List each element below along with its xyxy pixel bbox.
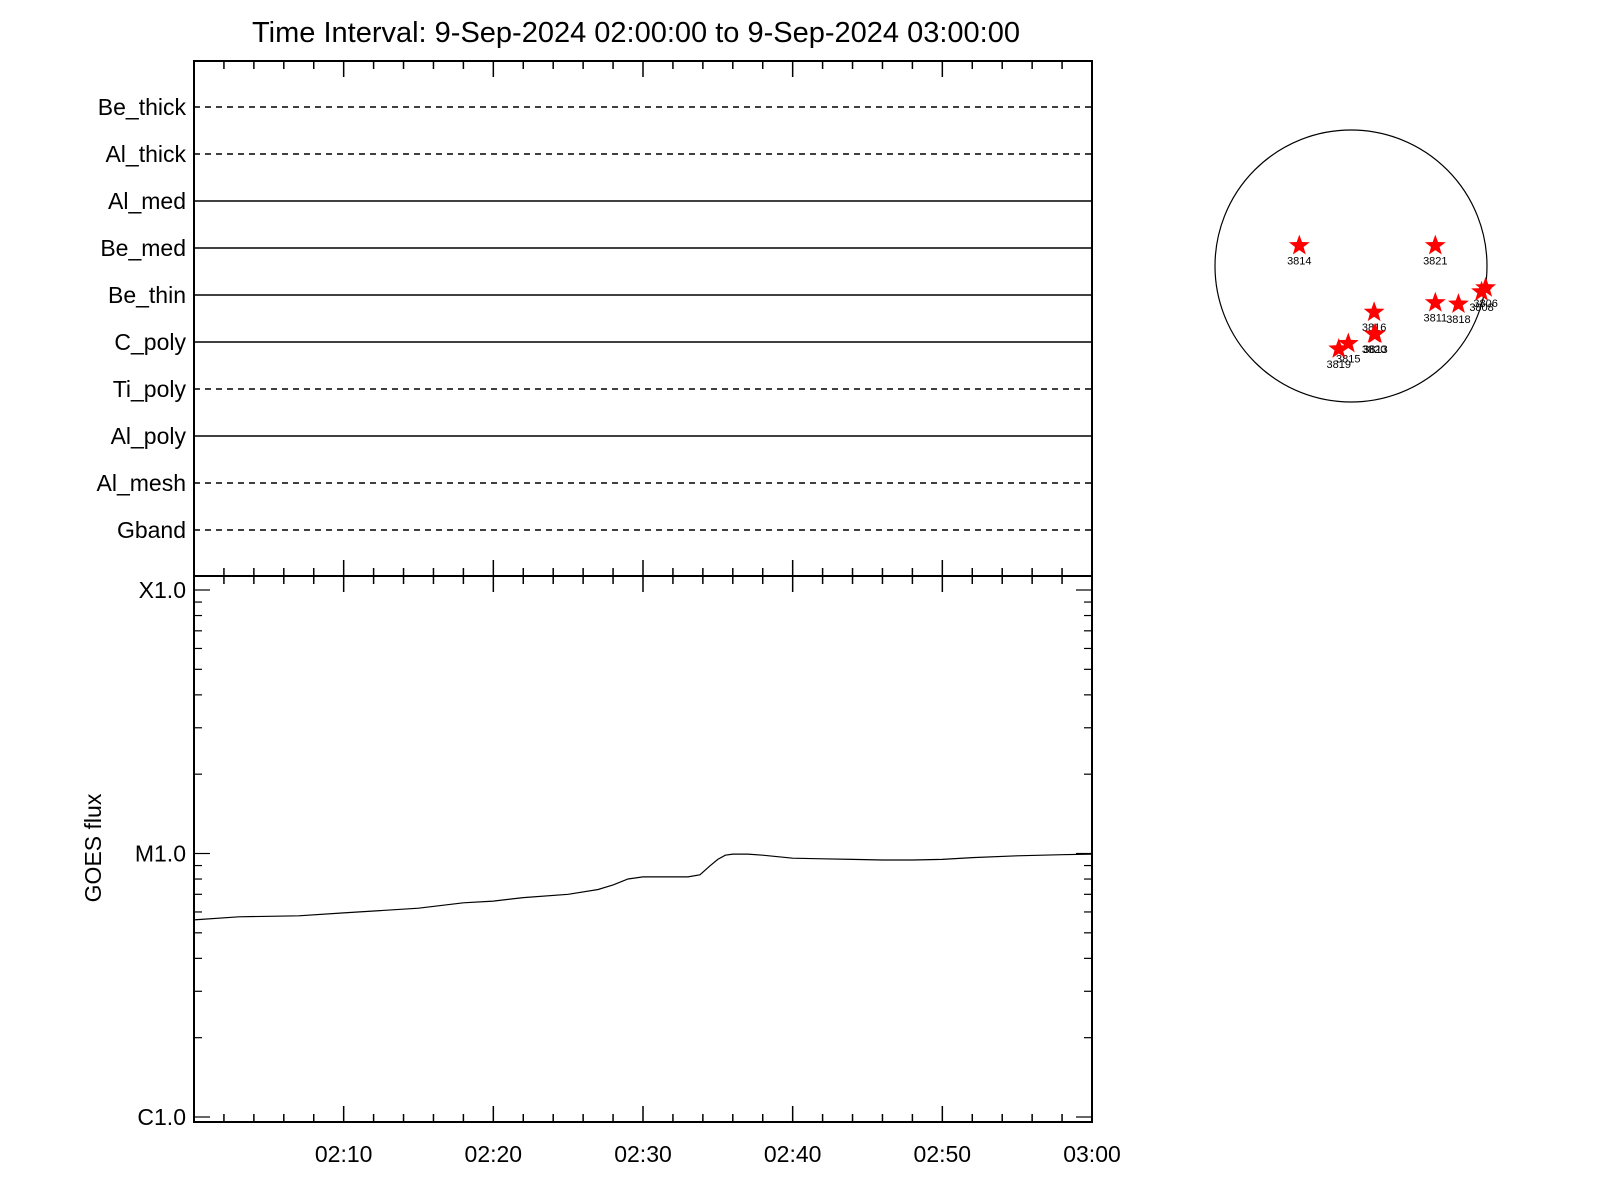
x-tick-label: 02:20 [465, 1141, 523, 1167]
ar-label-3808: 3808 [1469, 302, 1493, 314]
ar-label-3815: 3815 [1336, 354, 1360, 366]
ar-marker-3818 [1448, 293, 1469, 313]
ar-marker-3814 [1288, 234, 1310, 255]
ar-label-3819: 3819 [1327, 359, 1351, 371]
ar-marker-3819 [1328, 338, 1350, 358]
filter-label-Be_med: Be_med [100, 235, 186, 261]
y-tick-label: C1.0 [137, 1104, 186, 1130]
filter-label-Al_med: Al_med [108, 188, 186, 214]
filter-label-Al_poly: Al_poly [111, 423, 187, 449]
ar-marker-3821 [1424, 234, 1446, 255]
ar-marker-3808 [1471, 280, 1492, 301]
filter-label-Ti_poly: Ti_poly [113, 376, 187, 402]
ar-label-3806: 3806 [1473, 298, 1497, 310]
y-tick-label: M1.0 [135, 841, 186, 867]
ar-marker-3811 [1424, 291, 1446, 312]
filter-label-Be_thin: Be_thin [108, 282, 186, 308]
filter-label-Al_thick: Al_thick [105, 141, 186, 167]
x-tick-label: 02:10 [315, 1141, 373, 1167]
solar-disk-panel: 3814382138113818380638083816382038133815… [1214, 129, 1498, 403]
ar-marker-3816 [1363, 301, 1385, 322]
ar-marker-3806 [1475, 276, 1497, 297]
ar-label-3818: 3818 [1446, 314, 1470, 326]
flux-panel-frame [193, 575, 1093, 1123]
filter-label-Al_mesh: Al_mesh [97, 470, 186, 496]
goes-flux-line [193, 853, 1093, 921]
filter-panel-frame [193, 60, 1093, 577]
ar-label-3811: 3811 [1423, 313, 1447, 325]
ar-marker-3813 [1365, 323, 1386, 343]
filter-label-Be_thick: Be_thick [98, 94, 187, 120]
filter-status-panel: Be_thick Al_thick Al_med Be_med Be_thin C_pol… [97, 60, 1093, 577]
ar-label-3820: 3820 [1362, 344, 1386, 356]
x-tick-label: 02:30 [614, 1141, 672, 1167]
y-tick-label: X1.0 [139, 577, 186, 603]
ar-label-3813: 3813 [1363, 344, 1387, 356]
filter-label-C_poly: C_poly [114, 329, 186, 355]
x-tick-label: 02:50 [914, 1141, 972, 1167]
ar-label-3821: 3821 [1423, 256, 1447, 268]
solar-disk [1214, 129, 1488, 403]
chart-title: Time Interval: 9-Sep-2024 02:00:00 to 9-… [252, 17, 1020, 49]
x-tick-label: 03:00 [1063, 1141, 1121, 1167]
ar-marker-3815 [1337, 332, 1359, 353]
ar-label-3814: 3814 [1287, 256, 1311, 268]
y-axis-label: GOES flux [80, 793, 106, 902]
goes-flux-panel: GOES flux 02:10 02:20 02:30 02:40 02:50 03:00… [80, 575, 1121, 1167]
x-tick-label: 02:40 [764, 1141, 822, 1167]
filter-label-Gband: Gband [117, 517, 186, 543]
